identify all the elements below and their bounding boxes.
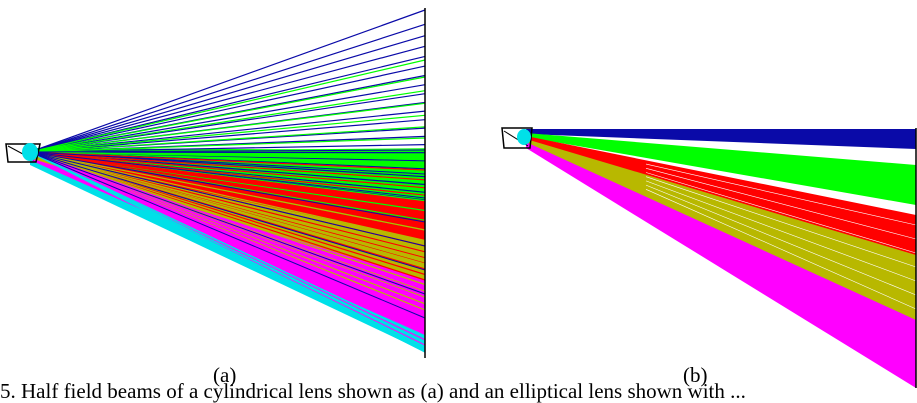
- panel-a-red-ray: [29, 151, 426, 216]
- panel-a-blue-ray: [29, 110, 426, 153]
- panel-a-green-ray: [29, 76, 426, 153]
- panel-a-blue-ray: [29, 151, 426, 199]
- panel-a-olive-ray: [29, 151, 426, 279]
- panel-b-green-bundle: [526, 133, 916, 205]
- panel-a-red-ray: [29, 151, 426, 210]
- panel-a-blue-ray: [29, 151, 426, 175]
- panel-b-rays: [526, 129, 917, 388]
- panel-a-olive-ray: [29, 151, 426, 231]
- panel-a-blue-ray: [29, 45, 426, 153]
- panel-b-ray-striation: [645, 163, 917, 226]
- panel-a-green-ray: [29, 151, 426, 161]
- panel-b-ray-trace: [501, 127, 917, 388]
- panel-a-green-ray: [29, 90, 426, 153]
- panel-a-olive-ray: [29, 151, 426, 286]
- panel-a-aperture: [22, 143, 38, 161]
- panel-a-olive-ray: [29, 151, 426, 265]
- panel-a-blue-ray: [29, 144, 426, 153]
- panel-b-ray-striation: [645, 180, 917, 282]
- panel-a-green-ray: [29, 102, 426, 153]
- panel-a-cyan-bundle: [30, 160, 425, 352]
- panel-b-lens-icon: [501, 127, 533, 149]
- panel-a-magenta-ray: [29, 151, 426, 306]
- panel-a-red-ray: [29, 151, 426, 189]
- panel-a-blue-ray: [29, 119, 426, 153]
- panel-a-blue-ray: [29, 151, 426, 247]
- panel-a-red-ray: [29, 151, 426, 235]
- panel-a-blue-ray: [29, 9, 426, 153]
- panel-a-label: (a): [213, 363, 237, 387]
- panel-a-blue-ray: [29, 151, 426, 223]
- panel-a-rays: [29, 9, 426, 353]
- panel-b-magenta-bundle: [526, 142, 916, 388]
- panel-b-aperture: [517, 129, 531, 145]
- panel-a-magenta-ray: [29, 151, 426, 313]
- panel-a-blue-ray: [29, 23, 426, 153]
- panel-a-blue-ray: [29, 149, 426, 153]
- panel-a-magenta-ray: [29, 151, 426, 324]
- panel-a-cyan-ray: [29, 151, 426, 339]
- panel-a-blue-ray: [29, 35, 426, 153]
- panel-b-blue-bundle: [526, 129, 916, 149]
- panel-a-blue-ray: [29, 65, 426, 153]
- panel-a-green-ray: [29, 126, 426, 153]
- panel-a-blue-ray: [29, 151, 426, 295]
- figure-caption: 5. Half field beams of a cylindrical len…: [0, 379, 746, 403]
- panel-a-magenta-ray: [29, 151, 426, 300]
- panel-a-blue-ray: [29, 151, 426, 319]
- panel-b-ray-striation: [645, 176, 917, 268]
- panel-b-ray-striation: [645, 189, 917, 310]
- panel-a-cyan-ray: [29, 151, 426, 353]
- panel-b-label: (b): [683, 363, 708, 387]
- panel-a-olive-ray: [29, 151, 426, 258]
- panel-a-blue-ray: [29, 84, 426, 153]
- panel-a-green-ray: [29, 59, 426, 153]
- panel-b-ray-striation: [645, 168, 917, 240]
- panel-a-blue-ray: [29, 151, 426, 271]
- panel-a-green-ray: [29, 114, 426, 153]
- panel-a-red-ray: [29, 151, 426, 203]
- panel-a-magenta-ray: [29, 151, 426, 330]
- panel-b-ray-striation: [645, 184, 917, 296]
- panel-a-ray-trace: [5, 8, 426, 358]
- panel-a-green-ray: [29, 137, 426, 153]
- panel-a-red-ray: [29, 151, 426, 171]
- panel-a-olive-ray: [29, 151, 426, 241]
- panel-a-red-ray: [29, 151, 426, 181]
- panel-a-magenta-ray: [29, 151, 426, 291]
- panel-b-ray-striation: [645, 172, 917, 254]
- figure-canvas: [5, 8, 917, 388]
